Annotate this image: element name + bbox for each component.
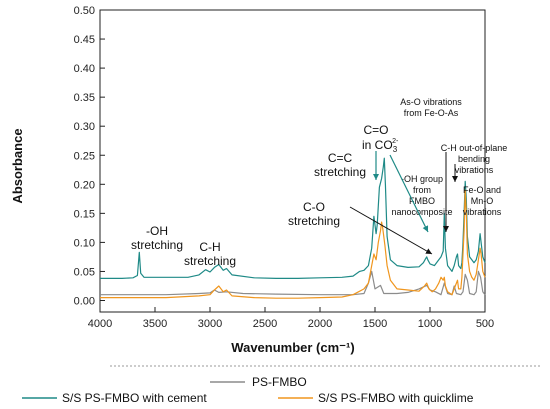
plot-frame bbox=[99, 9, 486, 313]
annotation-co-stretching: C-O stretching bbox=[288, 200, 433, 255]
legend-label-quicklime: S/S PS-FMBO with quicklime bbox=[318, 391, 474, 405]
annotation-co-line2: stretching bbox=[288, 214, 340, 228]
annotation-oh-line2: stretching bbox=[131, 238, 183, 252]
annotation-feo-line3: vibrations bbox=[463, 207, 502, 217]
y-tick-label: 0.25 bbox=[74, 150, 95, 162]
annotation-aso: As-O vibrations from Fe-O-As bbox=[389, 97, 462, 233]
y-tick-label: 0.10 bbox=[74, 237, 95, 249]
annotation-feo: Fe-O and Mn-O vibrations bbox=[463, 185, 502, 217]
annotation-co3-sub: 3 bbox=[393, 145, 398, 154]
annotation-ohg-line2: from bbox=[413, 185, 431, 195]
x-tick-label: 1500 bbox=[363, 318, 387, 330]
x-tick-label: 4000 bbox=[88, 318, 112, 330]
legend: PS-FMBO S/S PS-FMBO with cement S/S PS-F… bbox=[22, 375, 474, 405]
annotation-cc-line1: C=C bbox=[328, 151, 353, 165]
annotation-choop-line1: C-H out-of-plane bbox=[441, 143, 508, 153]
annotation-co3-base: in CO bbox=[362, 138, 393, 152]
legend-item-ps-fmbo: PS-FMBO bbox=[210, 375, 307, 389]
x-axis-ticks: 4000 3500 3000 2500 2000 1500 1000 500 bbox=[88, 307, 494, 330]
y-tick-label: 0.35 bbox=[74, 92, 95, 104]
y-tick-label: 0.00 bbox=[74, 296, 95, 308]
y-tick-label: 0.40 bbox=[74, 63, 95, 75]
annotation-co3-line1: C=O bbox=[363, 123, 388, 137]
annotation-co3-sup: 2- bbox=[392, 138, 399, 145]
x-axis-title: Wavenumber (cm⁻¹) bbox=[231, 340, 354, 355]
legend-label-ps-fmbo: PS-FMBO bbox=[252, 375, 307, 389]
y-tick-label: 0.15 bbox=[74, 208, 95, 220]
y-axis-title: Absorbance bbox=[10, 128, 25, 203]
x-tick-label: 1000 bbox=[418, 318, 442, 330]
annotation-cc-stretching: C=C stretching bbox=[314, 151, 366, 179]
annotation-oh-line1: -OH bbox=[146, 224, 168, 238]
y-tick-label: 0.45 bbox=[74, 34, 95, 46]
annotation-aso-line1: As-O vibrations bbox=[400, 97, 462, 107]
annotation-oh-stretching: -OH stretching bbox=[131, 224, 183, 252]
series-line-2 bbox=[100, 189, 486, 299]
annotation-feo-line2: Mn-O bbox=[471, 196, 494, 206]
y-tick-label: 0.50 bbox=[74, 5, 95, 17]
annotation-ohg-line1: -OH group bbox=[401, 174, 443, 184]
arrow-aso bbox=[389, 154, 429, 233]
y-axis-ticks: 0.00 0.05 0.10 0.15 0.20 0.25 0.30 0.35 0.40 0.45… bbox=[74, 5, 105, 308]
annotation-oh-group: -OH group from FMBO nanocomposite bbox=[391, 174, 452, 217]
annotation-feo-line1: Fe-O and bbox=[463, 185, 501, 195]
legend-item-cement: S/S PS-FMBO with cement bbox=[22, 391, 207, 405]
x-tick-label: 2500 bbox=[253, 318, 277, 330]
annotation-choop-line2: bending bbox=[458, 154, 490, 164]
annotation-ohg-line3: FMBO bbox=[409, 196, 435, 206]
legend-label-cement: S/S PS-FMBO with cement bbox=[62, 391, 207, 405]
legend-item-quicklime: S/S PS-FMBO with quicklime bbox=[278, 391, 474, 405]
x-tick-label: 3500 bbox=[143, 318, 167, 330]
x-tick-label: 2000 bbox=[308, 318, 332, 330]
series-layer bbox=[100, 157, 486, 299]
x-tick-label: 3000 bbox=[198, 318, 222, 330]
annotation-co3-line2: in CO32- bbox=[362, 138, 399, 154]
annotation-choop-line3: vibrations bbox=[455, 165, 494, 175]
annotation-ohg-line4: nanocomposite bbox=[391, 207, 452, 217]
annotation-ch-line2: stretching bbox=[184, 254, 236, 268]
annotation-ch-line1: C-H bbox=[199, 240, 220, 254]
x-tick-label: 500 bbox=[476, 318, 494, 330]
annotation-co3: C=O in CO32- bbox=[362, 123, 399, 180]
y-tick-label: 0.30 bbox=[74, 121, 95, 133]
annotation-co-line1: C-O bbox=[303, 200, 325, 214]
y-tick-label: 0.20 bbox=[74, 179, 95, 191]
annotation-ch-oop: C-H out-of-plane bending vibrations bbox=[441, 143, 508, 232]
annotation-aso-line2: from Fe-O-As bbox=[404, 108, 459, 118]
arrow-co bbox=[349, 206, 433, 255]
annotation-ch-stretching: C-H stretching bbox=[184, 240, 236, 268]
annotation-cc-line2: stretching bbox=[314, 165, 366, 179]
y-tick-label: 0.05 bbox=[74, 266, 95, 278]
